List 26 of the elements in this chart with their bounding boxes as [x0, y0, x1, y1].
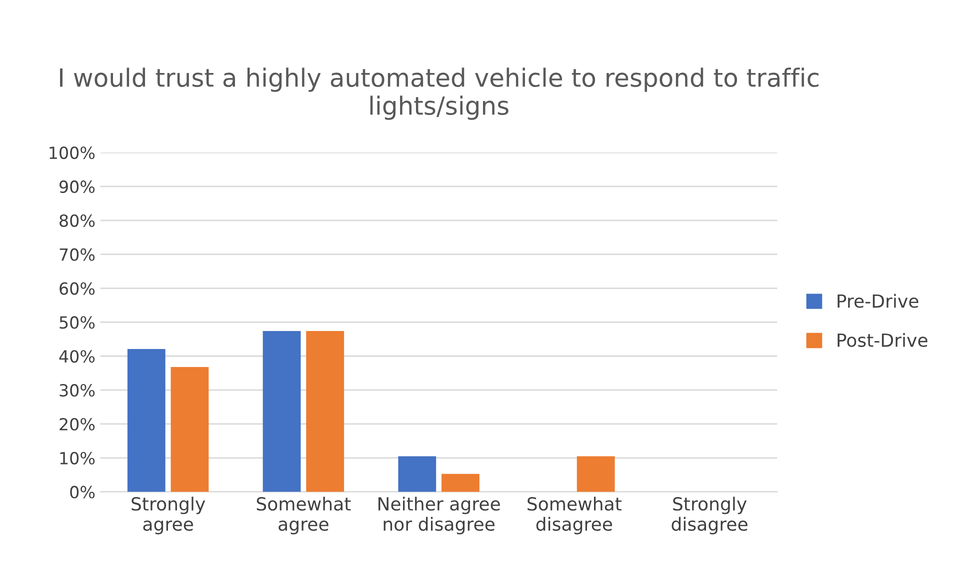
- x-tick-label: Strongly disagree: [672, 496, 748, 534]
- y-tick-label: 80%: [60, 214, 95, 227]
- bar: [306, 331, 344, 492]
- y-tick-label: 30%: [60, 384, 95, 397]
- x-tick-label: Somewhat agree: [256, 496, 351, 534]
- x-tick-label: Strongly agree: [132, 496, 206, 534]
- y-tick-label: 70%: [60, 248, 95, 261]
- bar: [170, 366, 209, 492]
- y-tick-label: 20%: [60, 418, 95, 431]
- x-tick-label: Somewhat disagree: [528, 496, 622, 534]
- bar: [262, 331, 301, 492]
- y-tick-label: 90%: [60, 180, 95, 194]
- y-tick-label: 60%: [60, 282, 95, 295]
- chart-title: I would trust a highly automated vehicle to respond to traffic lights/signs: [60, 68, 818, 120]
- legend-label: Post-Drive: [838, 333, 928, 347]
- y-tick-label: 100%: [50, 146, 95, 160]
- y-tick-label: 0%: [70, 486, 95, 498]
- bar: [442, 474, 480, 492]
- bar: [398, 456, 436, 492]
- y-tick-label: 50%: [60, 316, 95, 329]
- y-tick-label: 10%: [60, 452, 95, 464]
- legend-label: Pre-Drive: [838, 294, 918, 308]
- bar: [127, 348, 166, 492]
- y-tick-label: 40%: [59, 350, 95, 363]
- bar: [576, 456, 615, 492]
- x-tick-label: Neither agree nor disagree: [378, 496, 500, 534]
